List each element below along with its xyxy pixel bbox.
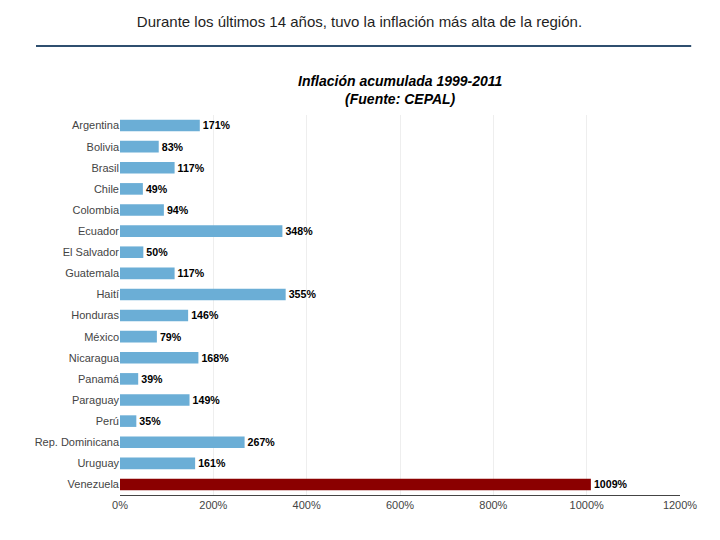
svg-text:49%: 49% (146, 183, 168, 195)
svg-text:0%: 0% (112, 499, 128, 511)
svg-text:149%: 149% (193, 394, 221, 406)
svg-text:Guatemala: Guatemala (65, 267, 120, 279)
svg-text:267%: 267% (248, 436, 276, 448)
svg-text:Brasil: Brasil (91, 162, 119, 174)
svg-text:146%: 146% (191, 309, 219, 321)
svg-text:800%: 800% (479, 499, 507, 511)
svg-text:1009%: 1009% (594, 478, 628, 490)
svg-text:Uruguay: Uruguay (77, 457, 119, 469)
svg-text:35%: 35% (139, 415, 161, 427)
svg-text:Perú: Perú (96, 415, 119, 427)
svg-text:Bolivia: Bolivia (87, 141, 120, 153)
svg-text:400%: 400% (293, 499, 321, 511)
svg-text:Panamá: Panamá (78, 373, 120, 385)
svg-text:161%: 161% (198, 457, 226, 469)
svg-text:171%: 171% (203, 119, 231, 131)
svg-text:Ecuador: Ecuador (78, 225, 119, 237)
svg-text:Paraguay: Paraguay (72, 394, 120, 406)
svg-text:Inflación acumulada 1999-2011(: Inflación acumulada 1999-2011(Fuente: CE… (298, 73, 503, 107)
svg-text:Chile: Chile (94, 183, 119, 195)
svg-text:Haití: Haití (96, 288, 119, 300)
svg-text:39%: 39% (141, 373, 163, 385)
svg-text:Venezuela: Venezuela (68, 478, 120, 490)
svg-text:83%: 83% (162, 141, 184, 153)
svg-text:355%: 355% (289, 288, 317, 300)
svg-text:Argentina: Argentina (72, 119, 120, 131)
svg-text:600%: 600% (386, 499, 414, 511)
svg-text:1000%: 1000% (570, 499, 604, 511)
svg-text:200%: 200% (199, 499, 227, 511)
svg-text:Nicaragua: Nicaragua (69, 352, 120, 364)
svg-text:Rep. Dominicana: Rep. Dominicana (35, 436, 120, 448)
svg-text:117%: 117% (178, 267, 205, 279)
svg-text:50%: 50% (146, 246, 168, 258)
svg-text:94%: 94% (167, 204, 189, 216)
svg-text:348%: 348% (285, 225, 313, 237)
svg-text:1200%: 1200% (663, 499, 697, 511)
svg-text:168%: 168% (201, 352, 229, 364)
svg-text:Colombia: Colombia (73, 204, 120, 216)
svg-text:79%: 79% (160, 331, 182, 343)
svg-text:Honduras: Honduras (71, 309, 119, 321)
svg-text:117%: 117% (178, 162, 205, 174)
svg-text:Durante los últimos 14 años, t: Durante los últimos 14 años, tuvo la inf… (137, 13, 582, 30)
svg-text:El Salvador: El Salvador (63, 246, 120, 258)
svg-text:México: México (84, 331, 119, 343)
